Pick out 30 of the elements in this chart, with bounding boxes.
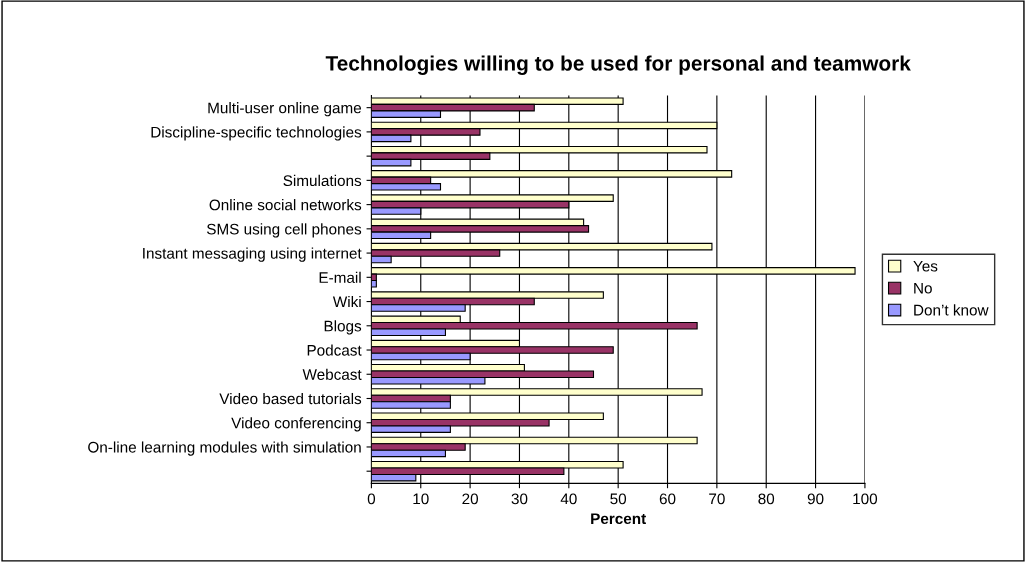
x-tick-label: 0 <box>367 493 376 505</box>
y-tick-label: Wiki <box>332 296 361 308</box>
x-axis-title: Percent <box>591 513 646 525</box>
y-tick-label: Discipline-specific technologies <box>151 126 362 141</box>
x-tick-label: 80 <box>758 493 775 505</box>
y-tick-label: Blogs <box>324 320 362 335</box>
chart-title: Technologies willing to be used for personal and teamwork <box>325 55 911 75</box>
x-tick-label: 70 <box>709 493 725 505</box>
y-tick-label: Online social networks <box>209 199 362 211</box>
x-tick-label: 50 <box>610 493 627 505</box>
y-tick-label: Video conferencing <box>231 417 361 432</box>
y-tick-label: SMS using cell phones <box>206 223 362 238</box>
x-tick-label: 100 <box>853 493 878 505</box>
y-tick-label: Podcast <box>307 344 362 356</box>
y-tick-label: On-line learning modules with simulation <box>88 441 361 456</box>
x-tick-label: 30 <box>511 493 528 505</box>
legend-label: Don’t know <box>914 304 989 316</box>
legend-label: Yes <box>913 260 938 272</box>
y-tick-label: E-mail <box>319 271 361 283</box>
x-tick-label: 60 <box>659 493 676 505</box>
y-tick-label: Instant messaging using internet <box>143 247 362 262</box>
x-tick-label: 10 <box>413 493 429 505</box>
x-tick-label: 40 <box>560 493 577 505</box>
y-tick-label: Video based tutorials <box>219 392 362 405</box>
x-tick-label: 90 <box>807 493 824 505</box>
x-tick-label: 20 <box>462 493 479 505</box>
y-tick-label: Simulations <box>283 174 362 187</box>
y-tick-label: Multi-user online game <box>208 102 362 117</box>
legend-label: No <box>914 282 932 294</box>
y-tick-label: Webcast <box>302 368 362 380</box>
